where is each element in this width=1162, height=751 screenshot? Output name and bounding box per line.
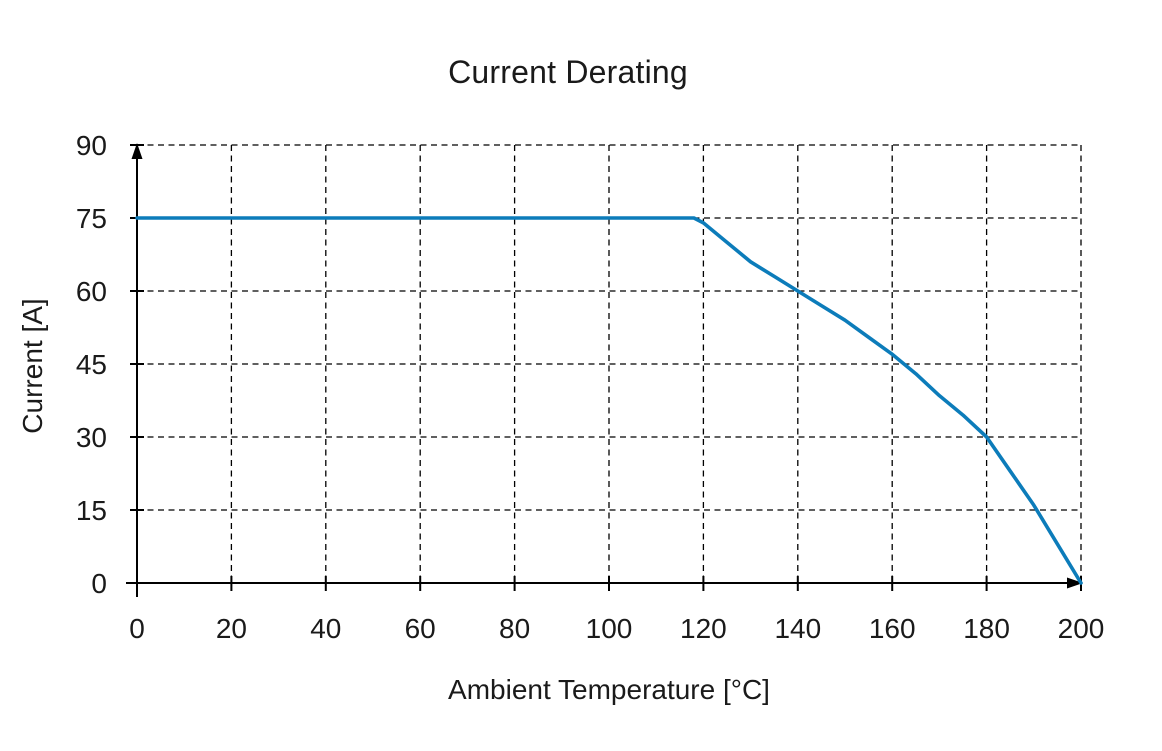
x-tick-label: 20 [216,613,247,644]
x-tick-label: 200 [1058,613,1105,644]
x-tick-label: 180 [963,613,1010,644]
y-axis-arrowhead [131,143,143,159]
y-tick-label: 75 [76,203,107,234]
y-tick-label: 30 [76,422,107,453]
y-tick-label: 90 [76,130,107,161]
derating-curve [135,216,1083,585]
y-tick-label: 0 [91,568,107,599]
x-tick-label: 0 [129,613,145,644]
x-axis-label: Ambient Temperature [°C] [448,674,770,705]
x-tick-label: 160 [869,613,916,644]
y-tick-label: 15 [76,495,107,526]
x-tick-label: 100 [586,613,633,644]
y-tick-label: 60 [76,276,107,307]
x-tick-label: 80 [499,613,530,644]
x-tick-label: 60 [405,613,436,644]
x-tick-label: 40 [310,613,341,644]
chart-title: Current Derating [448,54,688,90]
x-tick-label: 120 [680,613,727,644]
x-tick-label: 140 [774,613,821,644]
y-axis-label: Current [A] [17,298,48,433]
y-tick-label: 45 [76,349,107,380]
x-axis-arrowhead [1067,577,1083,589]
